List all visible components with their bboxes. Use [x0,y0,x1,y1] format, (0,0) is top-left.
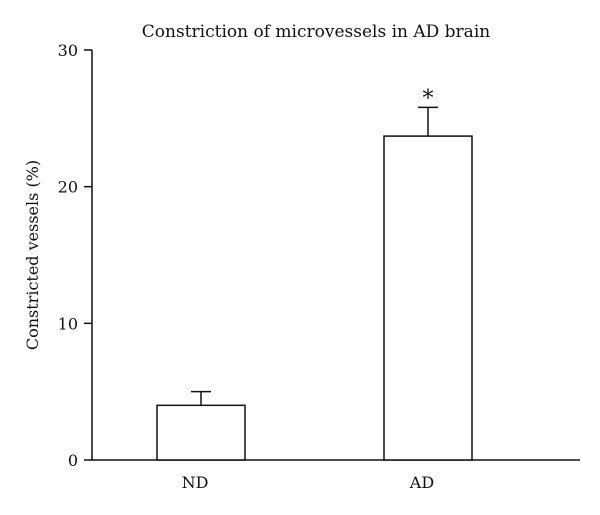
y-tick-label-20: 20 [58,178,78,197]
significance-marker-ad: * [423,86,434,111]
category-labels: ND AD [182,473,435,492]
y-tick-label-10: 10 [58,314,78,333]
y-axis-label: Constricted vessels (%) [23,160,42,350]
error-bar-ad [418,106,438,137]
y-tick-label-0: 0 [68,451,78,470]
category-label-nd: ND [182,473,209,492]
y-tick-label-30: 30 [58,41,78,60]
bars: * [156,86,473,461]
y-axis-ticks: 0 10 20 30 [58,41,92,470]
bar-ad [383,135,473,461]
error-bar-nd [191,390,211,406]
chart-title: Constriction of microvessels in AD brain [142,22,490,42]
bar-nd [156,404,246,461]
category-label-ad: AD [409,473,434,492]
